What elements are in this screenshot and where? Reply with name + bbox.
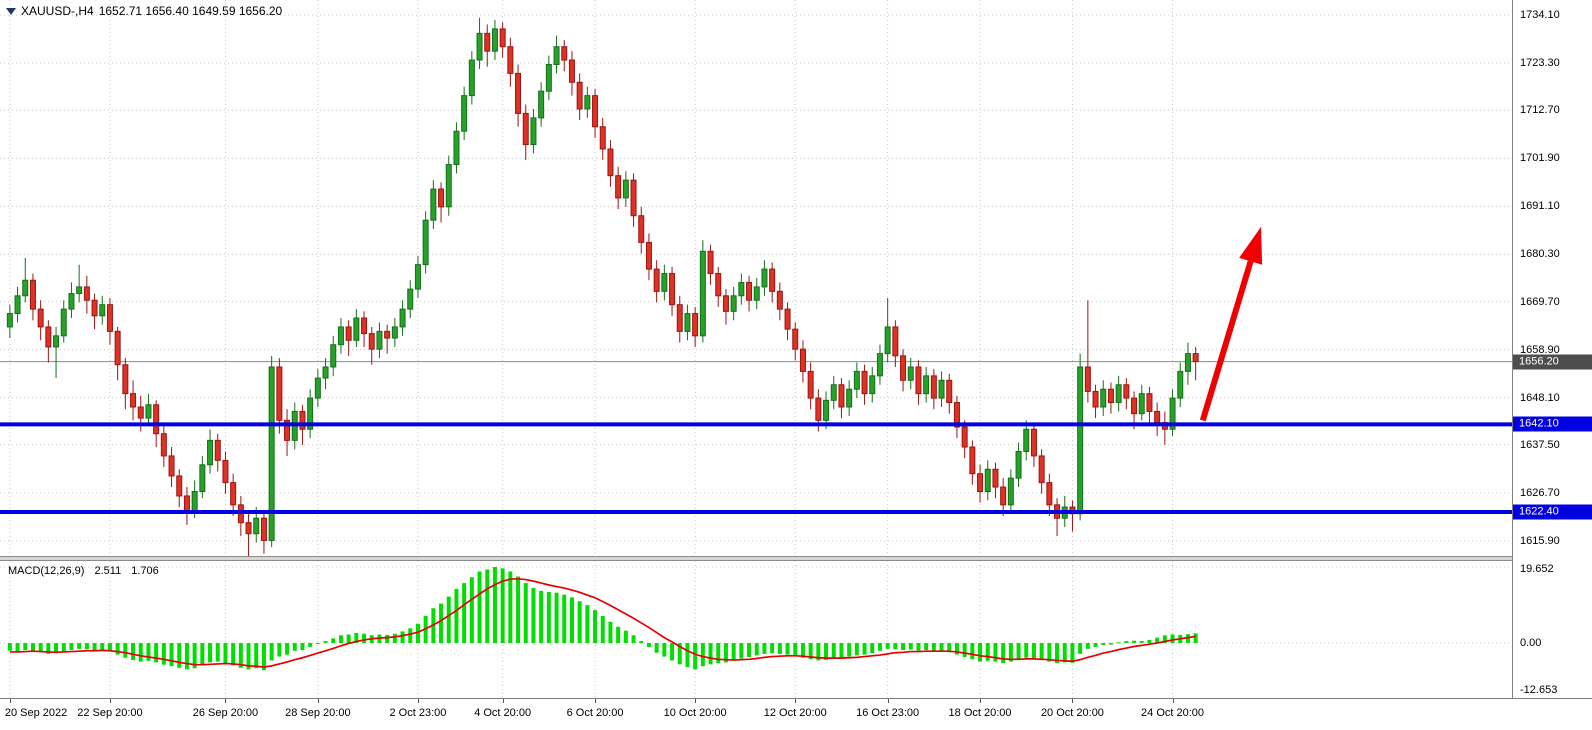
price-axis-label: 1669.70 [1520, 295, 1560, 308]
time-axis-tick [502, 699, 504, 703]
time-axis-label: 2 Oct 23:00 [389, 707, 447, 719]
time-axis-tick [595, 699, 597, 703]
time-axis-label: 12 Oct 20:00 [763, 707, 827, 719]
symbol-timeframe-label: XAUUSD-,H4 [21, 4, 94, 18]
time-axis-tick [795, 699, 797, 703]
macd-axis-label: 0.00 [1520, 637, 1542, 650]
chart-header: XAUUSD-,H4 1652.71 1656.40 1649.59 1656.… [6, 4, 282, 18]
price-axis-label: 1658.90 [1520, 343, 1560, 356]
time-axis-tick [317, 699, 319, 703]
price-scale[interactable]: 1734.10 1723.30 1712.70 1701.90 1691.10 1680.… [1512, 0, 1592, 698]
macd-signal-value: 1.706 [131, 565, 159, 577]
price-axis-label: 1734.10 [1520, 9, 1560, 22]
time-scale[interactable]: 20 Sep 2022 22 Sep 20:00 26 Sep 20:00 28 Se… [0, 698, 1592, 730]
time-axis-label: 28 Sep 20:00 [285, 707, 351, 719]
price-axis-label: 1701.90 [1520, 152, 1560, 165]
time-gridlines-macd [9, 561, 1174, 698]
time-axis-label: 6 Oct 20:00 [566, 707, 624, 719]
time-axis-tick [417, 699, 419, 703]
time-axis-tick [225, 699, 227, 703]
current-price-tag: 1656.20 [1513, 354, 1592, 370]
macd-name: MACD(12,26,9) [8, 565, 85, 577]
price-axis-label: 1648.10 [1520, 391, 1560, 404]
support-level-tag-1: 1642.10 [1513, 416, 1592, 432]
time-axis-label: 4 Oct 20:00 [474, 707, 532, 719]
candlesticks [6, 17, 1199, 556]
macd-gridlines [0, 566, 1512, 644]
time-gridlines-main [9, 0, 1174, 556]
macd-histogram [7, 567, 1198, 671]
price-chart-pane[interactable] [0, 0, 1512, 556]
time-axis-tick [695, 699, 697, 703]
symbol-dropdown-icon[interactable] [6, 7, 16, 15]
macd-indicator-pane[interactable] [0, 561, 1512, 698]
price-axis-label: 1712.70 [1520, 104, 1560, 117]
trend-arrow-annotation[interactable] [1199, 226, 1263, 422]
support-level-tag-2: 1622.40 [1513, 504, 1592, 520]
macd-main-value: 2.511 [94, 565, 122, 577]
price-axis-label: 1723.30 [1520, 57, 1560, 70]
price-gridlines [0, 14, 1512, 542]
time-axis-label: 20 Oct 20:00 [1040, 707, 1104, 719]
time-axis-label: 18 Oct 20:00 [948, 707, 1012, 719]
time-axis-label: 24 Oct 20:00 [1141, 707, 1205, 719]
macd-axis-label: -12.653 [1520, 684, 1558, 696]
time-axis-label: 22 Sep 20:00 [77, 707, 143, 719]
time-axis-label: 10 Oct 20:00 [663, 707, 727, 719]
price-axis-label: 1680.30 [1520, 248, 1560, 261]
macd-signal-line [9, 577, 1196, 668]
time-axis-tick [980, 699, 982, 703]
price-axis-label: 1615.90 [1520, 534, 1560, 547]
ohlc-readout: 1652.71 1656.40 1649.59 1656.20 [98, 4, 283, 18]
time-axis-label: 16 Oct 23:00 [856, 707, 920, 719]
price-axis-label: 1626.70 [1520, 486, 1560, 499]
pane-separator[interactable] [0, 556, 1592, 561]
time-axis-tick [1072, 699, 1074, 703]
macd-axis-label: 19.652 [1520, 563, 1554, 575]
price-axis-label: 1637.50 [1520, 438, 1560, 451]
time-axis-tick [1172, 699, 1174, 703]
time-axis-tick [109, 699, 111, 703]
time-axis-label: 20 Sep 2022 [4, 707, 68, 719]
macd-indicator-label: MACD(12,26,9) 2.511 1.706 [8, 565, 166, 577]
time-axis-tick [887, 699, 889, 703]
time-axis-label: 26 Sep 20:00 [192, 707, 259, 719]
time-axis-tick [9, 699, 11, 703]
price-axis-label: 1691.10 [1520, 200, 1560, 213]
